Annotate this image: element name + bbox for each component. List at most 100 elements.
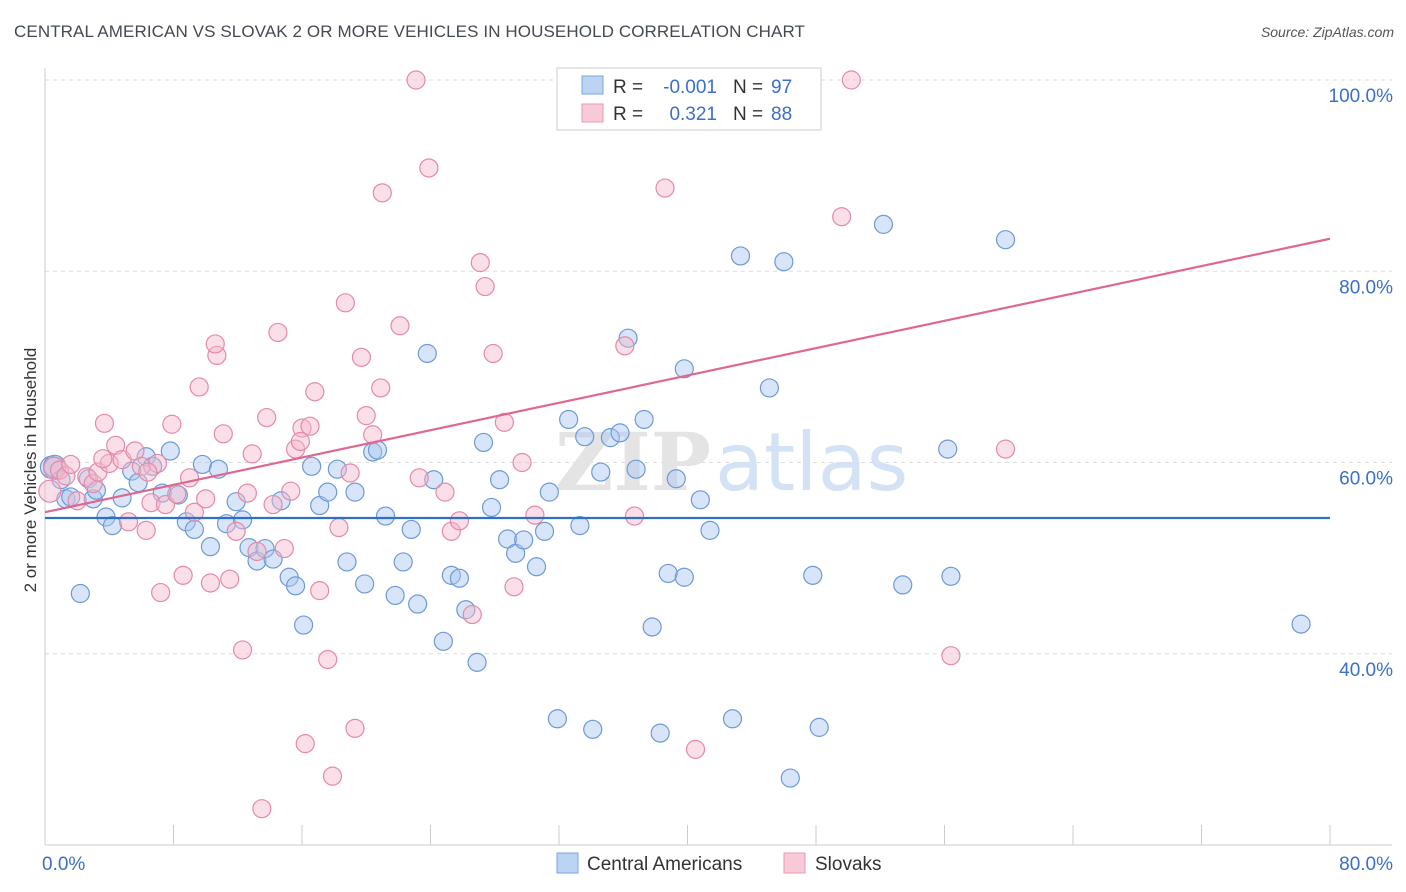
central-point-88	[803, 565, 823, 585]
slovak-point-9	[94, 413, 115, 433]
slovak-point-68	[475, 276, 495, 297]
central-point-64	[539, 482, 559, 502]
slovak-point-80	[841, 70, 861, 90]
slovak-point-50	[322, 766, 343, 786]
central-point-78	[658, 563, 678, 584]
central-point-68	[575, 427, 595, 447]
central-point-96	[674, 359, 694, 379]
y-axis-title: 2 or more Vehicles in Household	[21, 348, 40, 593]
legend-n-value-2: 88	[771, 104, 792, 125]
slovak-point-28	[200, 573, 221, 593]
slovak-point-56	[356, 406, 376, 426]
y-tick-label-1: 60.0%	[1339, 469, 1393, 490]
central-point-51	[433, 631, 453, 651]
central-point-75	[634, 409, 654, 430]
central-point-10	[102, 516, 123, 536]
y-tick-label-0: 40.0%	[1339, 660, 1393, 681]
central-point-77	[650, 723, 670, 743]
slovak-point-16	[136, 520, 156, 540]
slovak-point-52	[335, 293, 355, 313]
slovak-point-34	[237, 483, 257, 503]
central-point-14	[136, 447, 156, 467]
legend-n-value-1: 97	[771, 77, 792, 98]
slovak-point-85	[290, 431, 310, 452]
slovak-point-53	[340, 463, 360, 483]
central-point-61	[514, 530, 534, 550]
chart-title: CENTRAL AMERICAN VS SLOVAK 2 OR MORE VEH…	[14, 22, 806, 41]
central-point-41	[355, 574, 375, 594]
central-point-92	[938, 439, 958, 459]
legend-n-label-2: N =	[733, 104, 763, 125]
x-tick-label-0: 0.0%	[42, 854, 85, 875]
slovak-point-63	[435, 482, 455, 502]
slovak-point-11	[106, 435, 126, 455]
slovak-point-54	[345, 718, 365, 738]
slovak-point-19	[151, 582, 171, 603]
slovak-point-25	[184, 502, 204, 522]
central-point-80	[674, 567, 694, 587]
central-point-86	[774, 252, 794, 272]
watermark-atlas: atlas	[715, 416, 908, 509]
slovak-point-81	[941, 646, 961, 666]
legend-r-value-1: -0.001	[663, 77, 717, 98]
central-point-76	[642, 617, 662, 637]
x-tick-label-1: 80.0%	[1339, 854, 1393, 875]
central-point-58	[489, 470, 510, 490]
bottom-legend-label-central: Central Americans	[587, 854, 742, 875]
slovak-point-3	[56, 466, 76, 486]
slovak-point-46	[300, 416, 320, 436]
central-point-65	[547, 709, 567, 729]
slovak-point-31	[220, 569, 240, 589]
central-point-79	[666, 469, 686, 489]
central-point-93	[941, 566, 961, 586]
central-point-69	[583, 719, 603, 739]
slovak-point-48	[310, 581, 330, 601]
central-point-38	[327, 459, 347, 479]
bottom-legend-swatch-slovak	[783, 852, 806, 874]
central-point-71	[600, 428, 621, 448]
legend-swatch-slovak	[581, 103, 604, 123]
watermark: ZIP atlas	[555, 415, 908, 509]
central-point-66	[559, 409, 579, 430]
y-tick-label-2: 80.0%	[1339, 277, 1393, 298]
axes	[44, 68, 1392, 846]
central-point-72	[610, 423, 630, 443]
central-point-46	[393, 552, 413, 572]
slovak-point-67	[470, 253, 490, 273]
slovak-point-4	[61, 454, 81, 475]
slovak-point-84	[205, 334, 225, 354]
slovak-point-38	[257, 407, 277, 428]
tick-labels: 40.0% 60.0% 80.0% 100.0% 0.0% 80.0%	[42, 86, 1393, 875]
legend-r-value-2: 0.321	[669, 104, 717, 125]
watermark-zip: ZIP	[555, 415, 711, 509]
source-label: Source: ZipAtlas.com	[1260, 24, 1394, 40]
slovak-point-32	[226, 521, 246, 541]
central-point-24	[216, 514, 237, 534]
central-point-21	[192, 454, 213, 475]
central-point-53	[449, 568, 470, 588]
central-point-63	[534, 521, 555, 541]
slovak-point-45	[295, 734, 315, 754]
central-point-5	[70, 583, 90, 604]
central-point-85	[759, 378, 780, 398]
slovak-point-39	[263, 494, 283, 515]
slovak-point-58	[371, 378, 391, 398]
slovak-point-65	[449, 511, 470, 531]
slovak-point-1	[43, 456, 67, 480]
central-point-56	[473, 432, 494, 453]
slovak-point-27	[196, 489, 216, 509]
slovak-point-41	[274, 538, 294, 559]
slovak-point-24	[179, 468, 200, 488]
central-point-37	[318, 482, 338, 502]
central-point-91	[893, 575, 913, 595]
stats-legend: R = -0.001 N = 97 R = 0.321 N = 88	[556, 67, 822, 131]
central-point-47	[401, 519, 421, 540]
slovak-point-13	[118, 512, 139, 532]
central-point-90	[873, 214, 894, 234]
central-point-94	[995, 230, 1016, 250]
slovak-point-49	[318, 649, 338, 670]
slovak-point-71	[504, 577, 524, 597]
central-point-45	[385, 585, 405, 606]
central-point-20	[184, 519, 204, 540]
